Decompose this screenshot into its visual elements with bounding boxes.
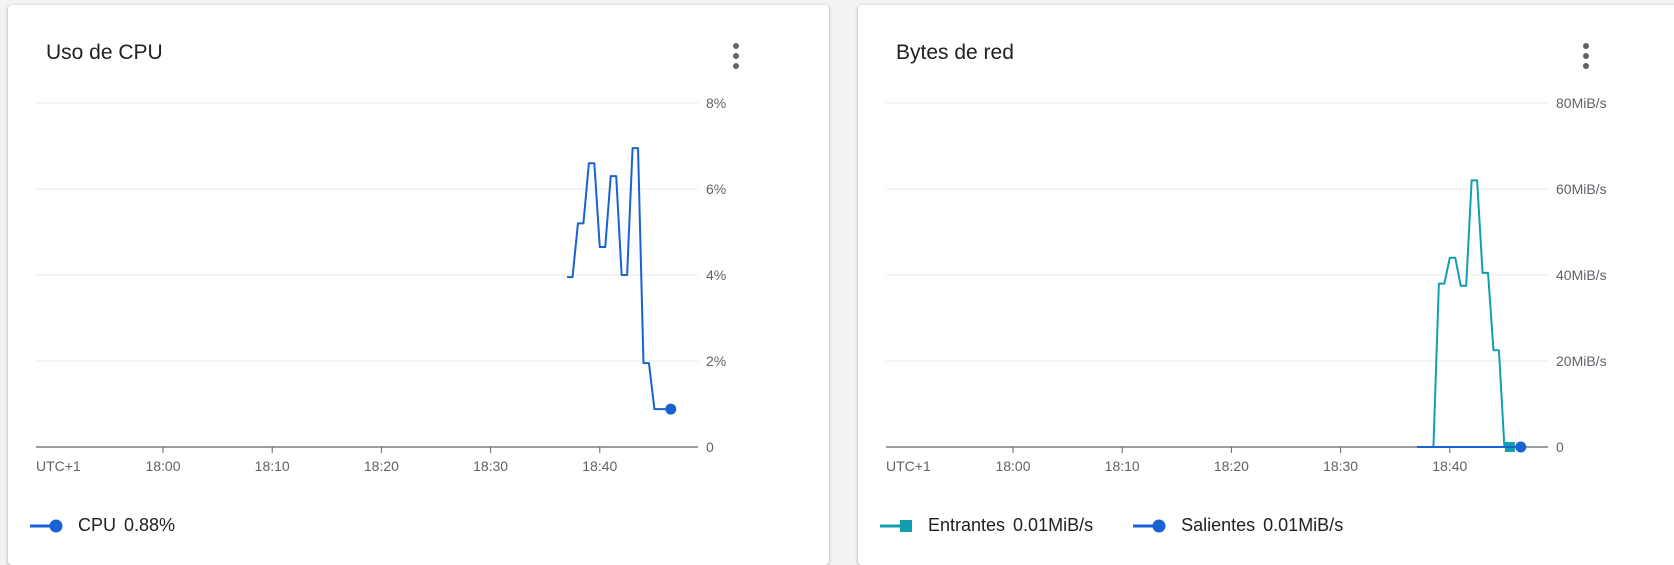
y-tick-label: 4% <box>706 267 726 283</box>
legend-series-name: CPU <box>78 515 117 535</box>
x-tick-label: 18:40 <box>582 458 617 474</box>
legend-item-entrantes[interactable]: Entrantes 0.01MiB/s <box>880 515 1093 536</box>
y-tick-label: 0 <box>706 439 714 455</box>
chart-legend: Entrantes 0.01MiB/s Salientes 0.01MiB/s <box>880 515 1383 536</box>
chart-title: Uso de CPU <box>46 41 163 64</box>
legend-series-value: 0.01MiB/s <box>1013 515 1094 535</box>
more-options-icon[interactable] <box>1578 43 1594 73</box>
legend-series-value: 0.01MiB/s <box>1263 515 1344 535</box>
y-tick-label: 0 <box>1556 439 1564 455</box>
series-line-entrantes <box>1417 179 1510 448</box>
x-tick-label: 18:20 <box>364 458 399 474</box>
y-tick-label: 40MiB/s <box>1556 267 1607 283</box>
more-options-icon[interactable] <box>728 43 744 73</box>
y-tick-label: 2% <box>706 353 726 369</box>
series-line-cpu <box>567 147 671 411</box>
legend-series-name: Salientes <box>1181 515 1256 535</box>
y-tick-label: 80MiB/s <box>1556 95 1607 111</box>
x-tick-label: 18:30 <box>473 458 508 474</box>
timezone-label: UTC+1 <box>36 458 81 474</box>
legend-series-name: Entrantes <box>928 515 1006 535</box>
y-tick-label: 60MiB/s <box>1556 181 1607 197</box>
legend-swatch-icon <box>880 519 912 532</box>
legend-item-salientes[interactable]: Salientes 0.01MiB/s <box>1133 515 1343 536</box>
legend-item-cpu[interactable]: CPU 0.88% <box>30 515 175 536</box>
chart-title: Bytes de red <box>896 41 1014 64</box>
chart-legend: CPU 0.88% <box>30 515 215 536</box>
x-tick-label: 18:10 <box>255 458 290 474</box>
x-tick-label: 18:10 <box>1105 458 1140 474</box>
y-tick-label: 6% <box>706 181 726 197</box>
x-tick-label: 18:00 <box>995 458 1030 474</box>
series-end-marker <box>1515 441 1527 453</box>
cpu-usage-card: Uso de CPU 8% 6% 4% 2% 0 UTC+1 18:00 18:10 18:20… <box>8 5 829 565</box>
x-tick-label: 18:40 <box>1432 458 1467 474</box>
legend-swatch-icon <box>1133 519 1166 532</box>
legend-series-value: 0.88% <box>124 515 176 535</box>
x-tick-label: 18:00 <box>145 458 180 474</box>
network-bytes-card: Bytes de red 80MiB/s 60MiB/s 40MiB/s 20MiB/… <box>858 5 1674 565</box>
x-tick-label: 18:20 <box>1214 458 1249 474</box>
y-tick-label: 8% <box>706 95 726 111</box>
cpu-chart: 8% 6% 4% 2% 0 UTC+1 18:00 18:10 18:20 18:30 18:40 <box>36 95 726 474</box>
x-tick-label: 18:30 <box>1323 458 1358 474</box>
series-end-marker <box>665 403 677 415</box>
timezone-label: UTC+1 <box>886 458 931 474</box>
network-chart: 80MiB/s 60MiB/s 40MiB/s 20MiB/s 0 UTC+1 18:00 1… <box>886 95 1607 474</box>
legend-swatch-icon <box>30 519 63 532</box>
y-tick-label: 20MiB/s <box>1556 353 1607 369</box>
